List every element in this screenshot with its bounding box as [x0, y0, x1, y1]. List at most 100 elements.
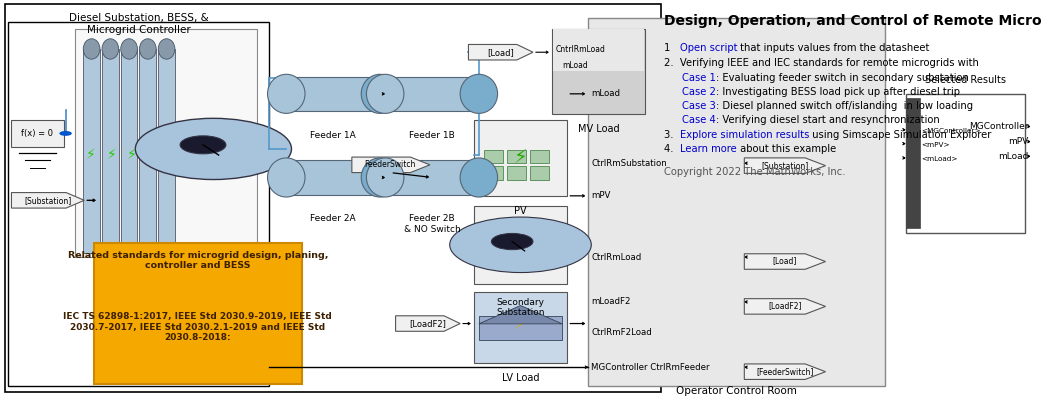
- Text: : Evaluating feeder switch in secondary substation: : Evaluating feeder switch in secondary …: [716, 73, 968, 83]
- Bar: [11, 120, 64, 147]
- Bar: [121, 49, 137, 253]
- Text: Feeder 2B
& NO Switch: Feeder 2B & NO Switch: [404, 214, 460, 234]
- Bar: [385, 77, 479, 111]
- Text: CtrlRmF2Load: CtrlRmF2Load: [591, 328, 652, 337]
- Text: using Simscape Simulation Explorer: using Simscape Simulation Explorer: [809, 130, 992, 140]
- Text: 2.  Verifying IEEE and IEC standards for remote microgrids with: 2. Verifying IEEE and IEC standards for …: [664, 58, 979, 69]
- Bar: [507, 166, 526, 180]
- Bar: [484, 150, 503, 163]
- Text: Case 3: Case 3: [682, 101, 715, 111]
- Bar: [5, 4, 661, 392]
- Text: Case 2: Case 2: [682, 87, 716, 97]
- Text: ⚡: ⚡: [106, 148, 117, 162]
- Text: Learn more: Learn more: [680, 144, 737, 154]
- Text: Secondary
Substation: Secondary Substation: [497, 298, 544, 317]
- PathPatch shape: [744, 158, 826, 173]
- Text: [Load]: [Load]: [487, 48, 514, 57]
- Ellipse shape: [366, 74, 404, 113]
- Bar: [474, 120, 567, 196]
- Bar: [588, 18, 885, 386]
- Text: Operator Control Room: Operator Control Room: [676, 386, 796, 396]
- Text: Case 1: Case 1: [682, 73, 716, 83]
- Bar: [474, 206, 567, 284]
- PathPatch shape: [352, 157, 430, 173]
- Text: mPV: mPV: [1009, 137, 1029, 146]
- PathPatch shape: [744, 254, 826, 269]
- Text: [LoadF2]: [LoadF2]: [409, 319, 447, 328]
- Bar: [158, 49, 175, 253]
- Ellipse shape: [268, 74, 305, 113]
- PathPatch shape: [396, 316, 460, 331]
- Text: [FeederSwitch]: [FeederSwitch]: [756, 367, 814, 376]
- Text: [Load]: [Load]: [772, 257, 797, 266]
- Text: Feeder 2A: Feeder 2A: [310, 214, 356, 223]
- Text: Copyright 2022 The MathWorks, Inc.: Copyright 2022 The MathWorks, Inc.: [664, 167, 845, 177]
- Bar: [553, 29, 644, 71]
- Circle shape: [135, 118, 291, 180]
- Text: mLoad: mLoad: [998, 152, 1029, 161]
- Text: Related standards for microgrid design, planing,
controller and BESS: Related standards for microgrid design, …: [68, 251, 328, 271]
- Text: [Substation]: [Substation]: [24, 196, 72, 205]
- Text: CtrlRmSubstation: CtrlRmSubstation: [591, 159, 667, 168]
- Bar: [484, 166, 503, 180]
- Text: : Diesel planned switch off/islanding  in low loading: : Diesel planned switch off/islanding in…: [715, 101, 972, 111]
- Text: [LoadF2]: [LoadF2]: [768, 302, 802, 310]
- Bar: [286, 77, 380, 111]
- Circle shape: [59, 131, 72, 136]
- Text: mLoadF2: mLoadF2: [591, 297, 631, 306]
- Bar: [83, 49, 100, 253]
- Text: IEC TS 62898-1:2017, IEEE Std 2030.9-2019, IEEE Std
2030.7-2017, IEEE Std 2030.2: IEC TS 62898-1:2017, IEEE Std 2030.9-201…: [64, 312, 332, 342]
- Text: MGController CtrlRmFeeder: MGController CtrlRmFeeder: [591, 363, 710, 372]
- Bar: [474, 292, 567, 363]
- Text: that inputs values from the datasheet: that inputs values from the datasheet: [737, 43, 930, 53]
- Text: Selected Results: Selected Results: [924, 75, 1006, 85]
- Text: ⚡: ⚡: [127, 148, 137, 162]
- Bar: [8, 22, 269, 386]
- Text: 3.: 3.: [664, 130, 680, 140]
- Text: CntrlRmLoad: CntrlRmLoad: [556, 45, 606, 54]
- Text: FeederSwitch: FeederSwitch: [364, 160, 416, 169]
- Ellipse shape: [121, 39, 137, 59]
- PathPatch shape: [744, 364, 826, 379]
- Text: mPV: mPV: [591, 191, 611, 200]
- Text: 4.: 4.: [664, 144, 680, 154]
- Ellipse shape: [139, 39, 156, 59]
- PathPatch shape: [468, 44, 533, 60]
- Text: <MGController>: <MGController>: [921, 128, 981, 133]
- Ellipse shape: [102, 39, 119, 59]
- Text: Design, Operation, and Control of Remote Microgrid: Design, Operation, and Control of Remote…: [664, 14, 1041, 28]
- Text: ⚡: ⚡: [513, 149, 528, 168]
- Bar: [530, 150, 549, 163]
- Text: about this example: about this example: [737, 144, 836, 154]
- Text: : Verifying diesel start and resynchronization: : Verifying diesel start and resynchroni…: [715, 115, 939, 126]
- Ellipse shape: [366, 158, 404, 197]
- Text: Case 4: Case 4: [682, 115, 715, 126]
- Text: LV Load: LV Load: [502, 373, 539, 384]
- Text: <mPV>: <mPV>: [921, 142, 949, 148]
- Text: MV Load: MV Load: [578, 124, 619, 135]
- Text: MGController: MGController: [969, 122, 1029, 131]
- Ellipse shape: [268, 158, 305, 197]
- Text: ⚡: ⚡: [513, 314, 528, 333]
- Text: Open script: Open script: [680, 43, 737, 53]
- Circle shape: [450, 217, 591, 273]
- Ellipse shape: [361, 74, 399, 113]
- Text: PV: PV: [514, 206, 527, 216]
- Bar: [530, 166, 549, 180]
- Text: mLoad: mLoad: [562, 61, 588, 70]
- Text: f(x) = 0: f(x) = 0: [22, 129, 53, 138]
- Text: [Substation]: [Substation]: [761, 161, 809, 170]
- Text: Feeder 1B: Feeder 1B: [409, 131, 455, 140]
- Bar: [94, 243, 302, 384]
- Circle shape: [180, 136, 226, 154]
- Text: : Investigating BESS load pick up after diesel trip: : Investigating BESS load pick up after …: [716, 87, 960, 97]
- Text: ⚡: ⚡: [85, 148, 96, 162]
- Text: Feeder 1A: Feeder 1A: [310, 131, 356, 140]
- Text: Diesel Substation, BESS, &
Microgrid Controller: Diesel Substation, BESS, & Microgrid Con…: [69, 13, 208, 35]
- Bar: [507, 150, 526, 163]
- Text: mLoad: mLoad: [591, 89, 620, 98]
- Ellipse shape: [460, 158, 498, 197]
- Text: Explore simulation results: Explore simulation results: [680, 130, 809, 140]
- Text: 1: 1: [664, 43, 680, 53]
- Ellipse shape: [83, 39, 100, 59]
